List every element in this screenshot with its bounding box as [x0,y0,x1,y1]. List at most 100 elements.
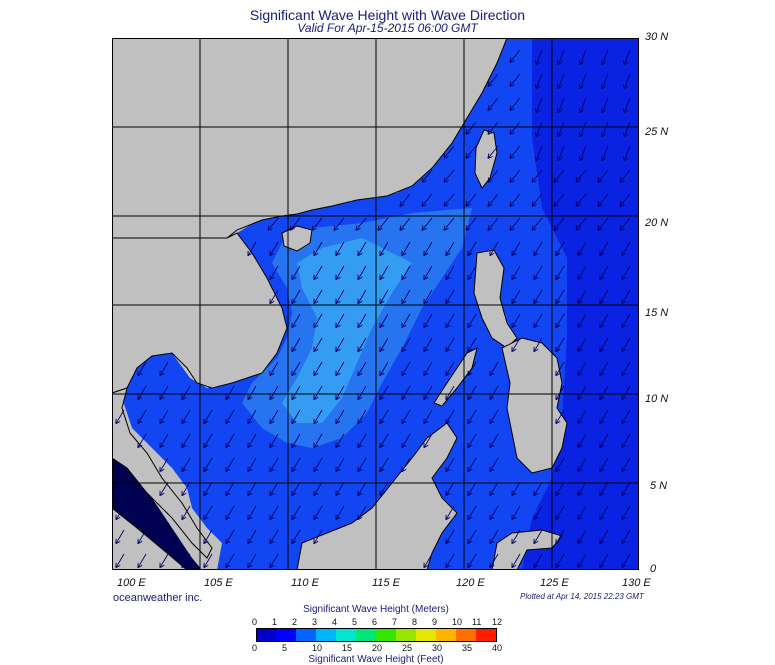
wave-arrow [599,361,609,377]
wave-arrow [225,433,235,449]
colorbar-segment [396,628,417,642]
wave-arrow-head [443,177,446,183]
wave-arrow [623,73,631,90]
wave-arrow [247,385,257,401]
wave-arrow [533,313,543,329]
wave-arrow-head [557,107,559,113]
wave-arrow [535,73,543,90]
wave-arrow [291,289,301,305]
wave-arrow-head [623,85,629,90]
wave-arrow-head [377,228,383,231]
plotted-timestamp: Plotted at Apr 14, 2015 22:23 GMT [520,592,644,601]
wave-arrow-head [335,396,341,401]
wave-arrow-head [623,83,625,89]
wave-arrow [601,49,609,66]
wave-arrow-head [511,300,517,305]
colorbar-segment [336,628,357,642]
wave-arrow-head [181,564,187,569]
wave-arrow-head [509,225,512,231]
wave-arrow-head [553,201,556,207]
wave-arrow [115,553,125,569]
wave-arrow-head [421,225,424,231]
wave-arrow-head [487,180,493,183]
wave-arrow-head [357,420,363,425]
wave-arrow [623,121,631,138]
wave-arrow [553,193,565,207]
wave-arrow-head [579,85,585,90]
wave-arrow-head [333,225,336,231]
wave-arrow-head [269,372,275,377]
colorbar-feet-tick: 5 [282,643,288,653]
wave-arrow [291,409,301,425]
wave-arrow-head [511,564,517,569]
wave-arrow-head [335,324,341,329]
wave-arrow [313,457,323,473]
wave-arrow [489,529,499,545]
colorbar-segment [356,628,377,642]
wave-arrow [357,457,367,473]
wave-arrow-head [509,57,512,63]
wave-arrow [489,241,499,257]
wave-arrow [357,385,367,401]
wave-arrow-head [555,492,561,497]
wave-arrow-head [509,204,515,207]
wave-arrow-head [423,564,429,569]
wave-arrow-head [619,204,625,207]
wave-arrow [115,409,125,425]
wave-arrow [313,313,323,329]
wave-arrow [247,553,257,569]
wave-arrow-head [535,107,537,113]
wave-arrow [379,361,389,377]
wave-arrow-head [577,252,583,257]
wave-arrow-head [621,444,627,449]
wave-arrow [599,505,609,521]
wave-arrow [445,409,455,425]
land-borneo [296,422,458,570]
wave-arrow-head [487,81,490,87]
wave-arrow-head [445,492,451,497]
wave-arrow-head [137,396,143,401]
wave-arrow-head [577,516,583,521]
wave-arrow [313,265,323,281]
wave-arrow-head [511,492,517,497]
wave-arrow-head [269,300,275,305]
wave-arrow [533,241,543,257]
wave-arrow [115,505,125,521]
wave-arrow-head [575,177,578,183]
wave-arrow-head [487,201,490,207]
lat-label-25n: 25 N [645,126,669,138]
wave-arrow-head [555,252,561,257]
wave-arrow [467,241,477,257]
wave-arrow-head [509,81,512,87]
wave-arrow-head [599,252,605,257]
wave-arrow-head [291,492,297,497]
wave-arrow-head [379,324,385,329]
wave-arrow-head [445,468,451,473]
wave-arrow-head [313,276,319,281]
wave-arrow-head [401,396,407,401]
wave-arrow-head [115,492,121,497]
wave-arrow [203,481,213,497]
wave-arrow-head [531,201,534,207]
wave-arrow-head [599,324,605,329]
colorbar-feet-tick: 40 [492,643,503,653]
wave-arrow [555,337,565,353]
wave-arrow-head [289,225,292,231]
wave-arrow [535,49,543,66]
wave-arrow-head [489,252,495,257]
wave-arrow-head [203,468,209,473]
wave-arrow [623,145,631,162]
wave-arrow-head [181,444,187,449]
wave-arrow-head [509,177,512,183]
wave-arrow-head [181,516,187,521]
wave-arrow-head [421,204,427,207]
wave-arrow-head [465,228,471,231]
wave-direction-arrows [115,49,631,569]
lon-label-110e: 110 E [291,577,319,589]
wave-arrow-head [247,492,253,497]
wave-arrow [335,409,345,425]
wave-arrow [269,361,279,377]
wave-arrow-head [557,133,563,138]
wave-arrow-head [599,564,605,569]
wave-arrow-head [467,276,473,281]
